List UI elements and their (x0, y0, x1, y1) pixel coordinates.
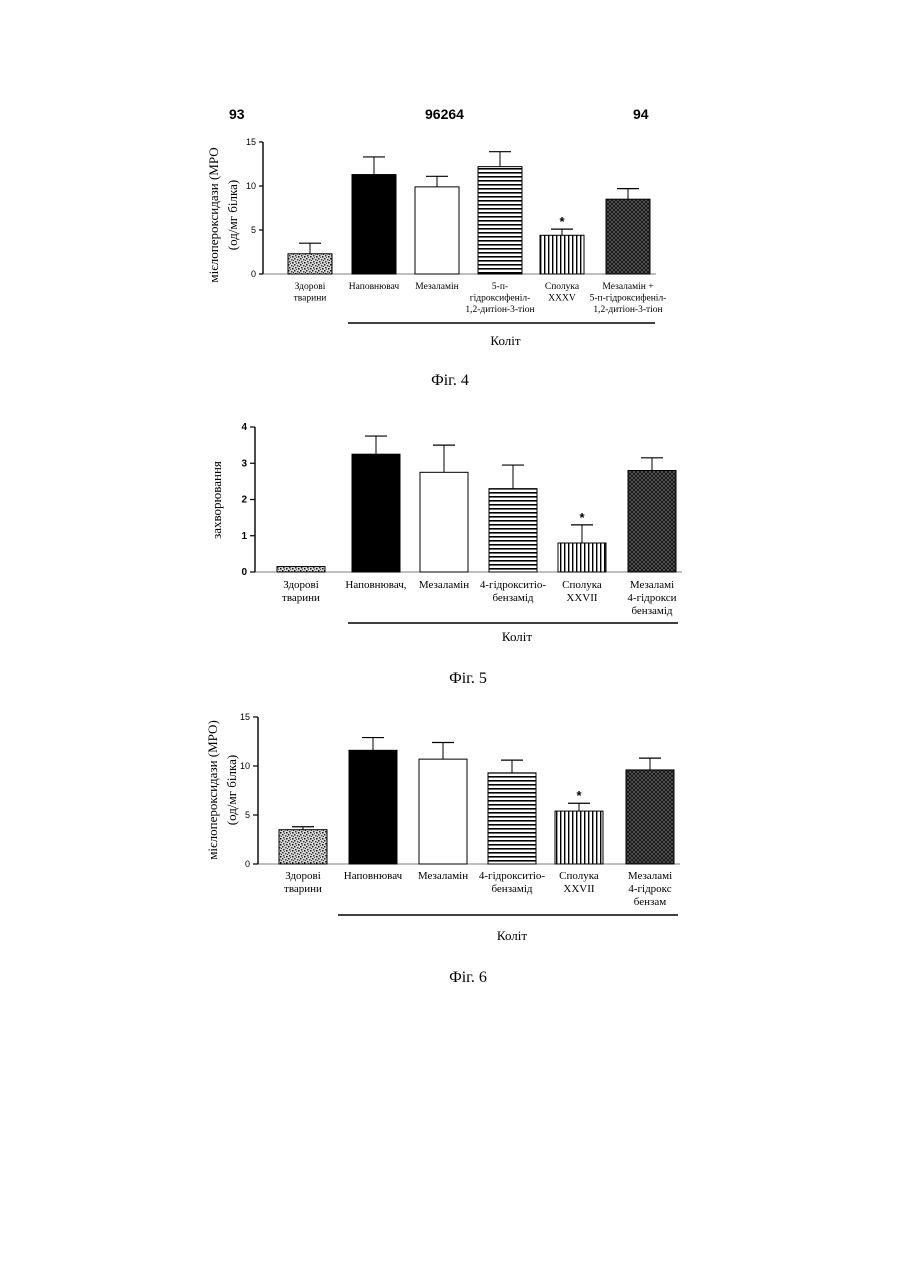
x-tick-label: Мезаламін + (602, 282, 653, 292)
bar (606, 199, 650, 274)
x-tick-label: Мезаламін (419, 579, 469, 591)
group-label: Коліт (502, 629, 532, 644)
bar (288, 254, 332, 274)
x-tick-label: Сполука (545, 282, 580, 292)
y-tick-label: 10 (240, 761, 250, 771)
x-tick-label: бензам (634, 896, 666, 908)
bar (628, 471, 676, 573)
significance-marker: * (579, 510, 585, 525)
group-label: Коліт (490, 333, 520, 348)
x-tick-label: тварини (294, 294, 327, 304)
y-tick-label: 1 (241, 531, 247, 542)
x-tick-label: тварини (284, 883, 322, 895)
y-tick-label: 0 (245, 859, 250, 869)
bar (488, 773, 536, 864)
bar (420, 472, 468, 572)
y-tick-label: 4 (241, 422, 247, 433)
x-tick-label: бензамід (491, 883, 532, 895)
y-tick-label: 2 (241, 495, 247, 506)
x-tick-label: Наповнювач (344, 870, 403, 882)
x-tick-label: 1,2-дитіон-3-тіон (465, 305, 534, 315)
bar (489, 489, 537, 572)
x-tick-label: Наповнювач (349, 282, 400, 292)
x-tick-label: 5-п-гідроксифеніл- (590, 293, 667, 304)
bar (540, 235, 584, 274)
x-tick-label: XXVII (563, 883, 594, 895)
x-tick-label: Сполука (559, 870, 599, 882)
y-axis-label: мієлопероксидази (МРО) (205, 720, 220, 860)
y-axis-label: (од/мг білка) (224, 755, 239, 825)
x-tick-label: Мезаламін (418, 870, 468, 882)
y-axis-label: мієлопероксидази (МРО (206, 147, 221, 282)
bar (555, 811, 603, 864)
y-tick-label: 0 (251, 269, 256, 279)
bar (626, 770, 674, 864)
y-tick-label: 3 (241, 458, 247, 469)
bar (478, 167, 522, 274)
x-tick-label: гідроксифеніл- (470, 293, 531, 304)
bar (279, 830, 327, 864)
x-tick-label: Мезаламі (630, 579, 674, 591)
figure-6-chart: 0 5 10 15 мієлопероксидази (МРО) (од/мг білка… (0, 695, 901, 995)
x-tick-label: 1,2-дитіон-3-тіон (593, 305, 662, 315)
group-label: Коліт (497, 928, 527, 943)
figure-caption: Фіг. 5 (449, 670, 487, 687)
x-tick-label: бензамід (492, 592, 533, 604)
figure-5-chart: 0 1 2 3 4 захворювання Здоровітварини Наповнюва… (0, 400, 901, 700)
significance-marker: * (576, 788, 582, 803)
significance-marker: * (559, 214, 565, 229)
bar (352, 175, 396, 274)
bar (419, 759, 467, 864)
x-tick-label: Здорові (295, 282, 326, 292)
x-tick-label: 4-гідрокс (628, 883, 671, 895)
x-tick-label: Мезаламі (628, 870, 672, 882)
bar (558, 543, 606, 572)
x-tick-label: 5-п- (492, 282, 508, 292)
x-tick-label: Наповнювач, (345, 579, 406, 591)
x-tick-label: 4-гідрокси (627, 592, 676, 604)
y-tick-label: 15 (240, 712, 250, 722)
bar (349, 750, 397, 864)
x-tick-label: тварини (282, 592, 320, 604)
x-tick-label: XXXV (548, 294, 576, 304)
y-tick-label: 0 (241, 567, 247, 578)
x-tick-label: XXVII (566, 592, 597, 604)
y-axis-label: (од/мг білка) (225, 180, 240, 250)
y-tick-label: 10 (246, 181, 256, 191)
bar (415, 187, 459, 274)
x-tick-label: Здорові (283, 579, 319, 591)
x-tick-label: Мезаламін (415, 282, 458, 292)
bar (352, 454, 400, 572)
y-tick-label: 5 (251, 225, 256, 235)
figure-caption: Фіг. 4 (431, 372, 469, 389)
x-tick-label: 4-гідрокситіо- (480, 579, 547, 591)
y-tick-label: 5 (245, 810, 250, 820)
y-tick-label: 15 (246, 137, 256, 147)
x-tick-label: Здорові (285, 870, 321, 882)
x-tick-label: Сполука (562, 579, 602, 591)
x-tick-label: бензамід (631, 605, 672, 617)
bar (277, 567, 325, 572)
x-tick-label: 4-гідрокситіо- (479, 870, 546, 882)
y-axis-label: захворювання (209, 461, 224, 539)
figure-caption: Фіг. 6 (449, 969, 487, 986)
figure-4-chart: 0 5 10 15 мієлопероксидази (МРО (од/мг білка)… (0, 0, 901, 420)
